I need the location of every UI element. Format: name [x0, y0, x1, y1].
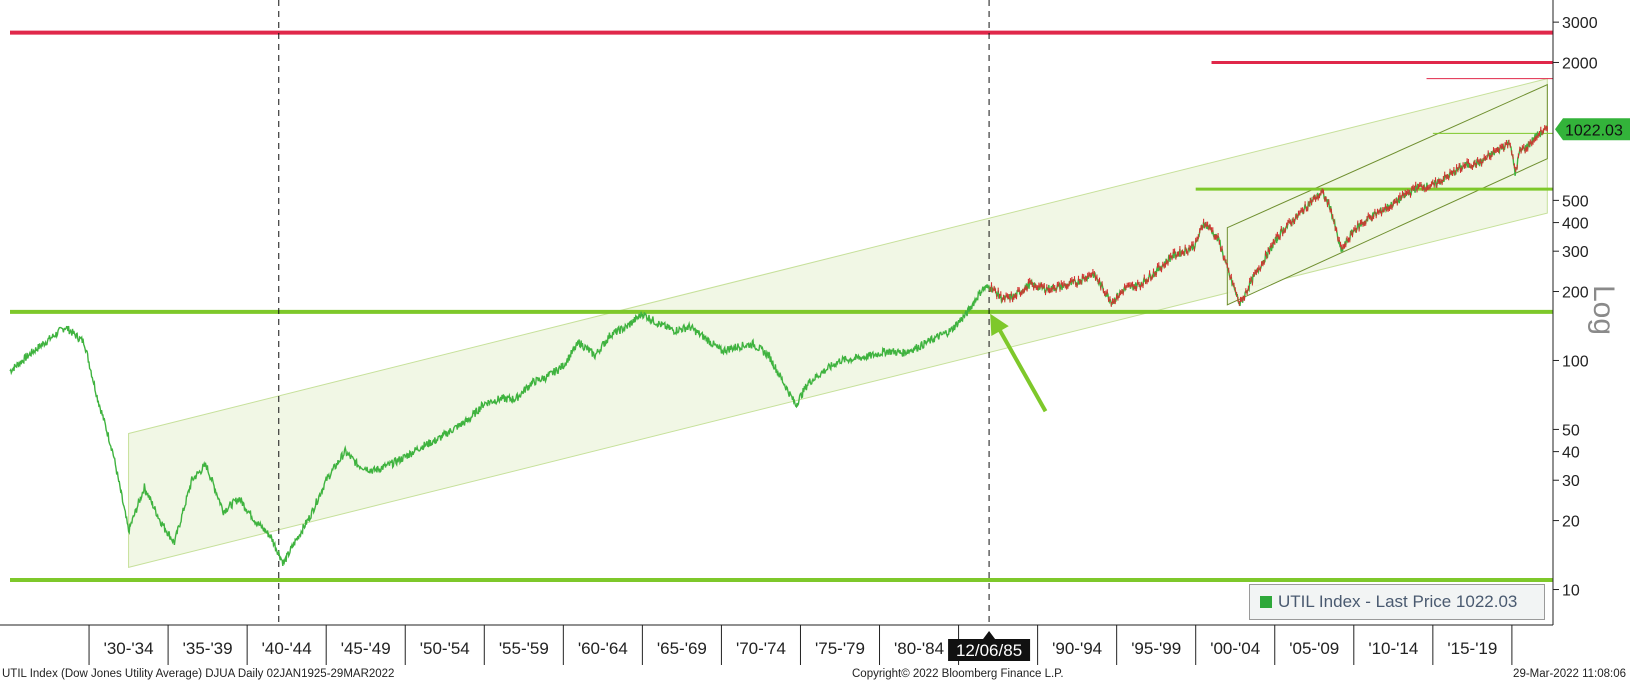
x-tick-label: '50-'54	[420, 639, 470, 658]
trend-channels	[128, 77, 1548, 568]
x-tick-label: '40-'44	[262, 639, 312, 658]
x-tick-label: '05-'09	[1289, 639, 1339, 658]
y-axis-title: Log	[1587, 285, 1620, 335]
annotations	[990, 313, 1048, 413]
x-tick-label: '90-'94	[1052, 639, 1102, 658]
x-tick-label: '95-'99	[1131, 639, 1181, 658]
x-tick-label: '45-'49	[341, 639, 391, 658]
arrow-shaft	[994, 322, 1048, 413]
footer-copyright: Copyright© 2022 Bloomberg Finance L.P.	[852, 668, 1064, 680]
x-tick-label: '55-'59	[499, 639, 549, 658]
x-tick-label: '10-'14	[1368, 639, 1418, 658]
last-price-label: 1022.03	[1565, 122, 1623, 139]
x-tick-label: '00-'04	[1210, 639, 1260, 658]
y-tick-label: 30	[1562, 473, 1580, 490]
y-tick-label: 200	[1562, 285, 1589, 302]
horizontal-levels	[10, 30, 1553, 583]
y-tick-label: 20	[1562, 514, 1580, 531]
legend-swatch	[1260, 596, 1272, 608]
cursor-date-box	[948, 639, 1031, 661]
cursor-date-label: 12/06/85	[956, 641, 1022, 660]
footer-timestamp: 29-Mar-2022 11:08:06	[1513, 668, 1626, 680]
y-tick-label: 100	[1562, 353, 1589, 370]
x-tick-label: '75-'79	[815, 639, 865, 658]
y-tick-label: 40	[1562, 445, 1580, 462]
x-tick-label: '15-'19	[1447, 639, 1497, 658]
last-price-tag	[1555, 118, 1630, 141]
axes: 10 20 30 40 50 100 200 300 400 500 2000 3000 Log '30-…	[0, 0, 1630, 665]
price-series	[9, 125, 1548, 567]
x-tick-label: '70-'74	[736, 639, 786, 658]
x-tick-label: '35-'39	[183, 639, 233, 658]
y-tick-label: 50	[1562, 422, 1580, 439]
y-tick-label: 10	[1562, 583, 1580, 600]
y-tick-label: 3000	[1562, 15, 1598, 32]
x-tick-label: '65-'69	[657, 639, 707, 658]
footer-security-info: UTIL Index (Dow Jones Utility Average) D…	[2, 668, 395, 680]
x-tick-label: '30-'34	[104, 639, 154, 658]
arrow-head	[990, 313, 1009, 337]
vertical-markers	[278, 0, 990, 625]
series-line-1	[9, 125, 1548, 567]
y-tick-label: 400	[1562, 216, 1589, 233]
legend: UTIL Index - Last Price 1022.03	[1249, 584, 1545, 620]
x-tick-label: '80-'84	[894, 639, 944, 658]
y-tick-label: 2000	[1562, 55, 1598, 72]
cursor-pointer	[983, 631, 996, 639]
series-recent-marks-1	[989, 125, 1548, 307]
trend-channel-1	[128, 77, 1548, 568]
x-tick-label: '60-'64	[578, 639, 628, 658]
y-tick-label: 300	[1562, 244, 1589, 261]
trend-channel-2	[1226, 83, 1548, 306]
y-tick-label: 500	[1562, 193, 1589, 210]
legend-label: UTIL Index - Last Price 1022.03	[1278, 592, 1518, 611]
